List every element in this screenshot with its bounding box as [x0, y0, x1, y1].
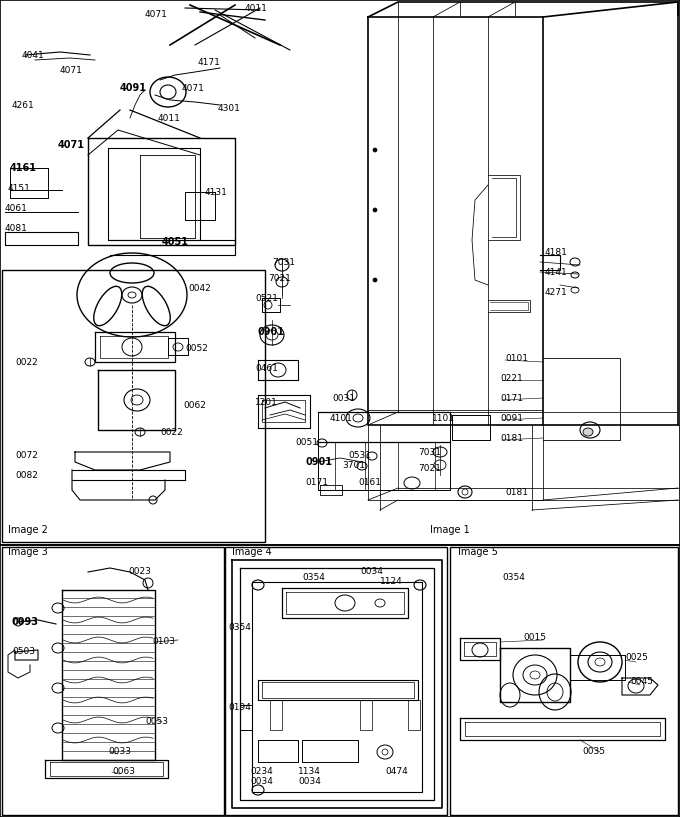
Text: 1201: 1201: [255, 398, 278, 407]
Text: 0901: 0901: [305, 457, 332, 467]
Text: 4151: 4151: [8, 184, 31, 193]
Text: 0053: 0053: [145, 717, 168, 726]
Bar: [225, 547, 447, 815]
Text: 0051: 0051: [295, 437, 318, 447]
Text: 0091: 0091: [500, 413, 523, 422]
Text: 0034: 0034: [360, 568, 383, 577]
Bar: [2, 270, 265, 542]
Text: 0042: 0042: [188, 283, 211, 292]
Text: 0901: 0901: [258, 327, 285, 337]
Text: 0023: 0023: [128, 568, 151, 577]
Text: 0101: 0101: [505, 354, 528, 363]
Text: 0354: 0354: [302, 574, 325, 583]
Text: 0052: 0052: [185, 343, 208, 352]
Text: 7021: 7021: [268, 274, 291, 283]
Text: 0161: 0161: [358, 477, 381, 486]
Text: 0461: 0461: [255, 364, 278, 373]
Ellipse shape: [583, 428, 593, 436]
Text: 4091: 4091: [120, 83, 147, 93]
Text: 0022: 0022: [160, 427, 183, 436]
Bar: [0, 0, 680, 545]
Text: 4301: 4301: [218, 104, 241, 113]
Text: Image 3: Image 3: [8, 547, 48, 557]
Text: 4071: 4071: [60, 65, 83, 74]
Text: 0181: 0181: [500, 434, 523, 443]
Text: 0171: 0171: [305, 477, 328, 486]
Text: 0062: 0062: [183, 400, 206, 409]
Text: 4131: 4131: [205, 187, 228, 197]
Ellipse shape: [373, 208, 377, 212]
Text: 4071: 4071: [145, 10, 168, 19]
Text: 0034: 0034: [250, 778, 273, 787]
Text: 7021: 7021: [418, 463, 441, 472]
Text: Image 4: Image 4: [232, 547, 272, 557]
Text: 0531: 0531: [348, 450, 371, 459]
Text: 0082: 0082: [15, 471, 38, 480]
Text: 7031: 7031: [272, 257, 295, 266]
Text: 4011: 4011: [158, 114, 181, 123]
Text: 0031: 0031: [332, 394, 355, 403]
Text: Image 1: Image 1: [430, 525, 470, 535]
Text: 0045: 0045: [630, 677, 653, 686]
Text: 4041: 4041: [22, 51, 45, 60]
Text: 0033: 0033: [108, 748, 131, 757]
Text: 0015: 0015: [523, 633, 546, 642]
Text: 0354: 0354: [502, 574, 525, 583]
Text: 4181: 4181: [545, 248, 568, 257]
Text: 1134: 1134: [298, 767, 321, 776]
Text: Image 5: Image 5: [458, 547, 498, 557]
Text: 4271: 4271: [545, 288, 568, 297]
Text: 4101: 4101: [330, 413, 353, 422]
Text: 1124: 1124: [380, 578, 403, 587]
Ellipse shape: [373, 148, 377, 152]
Text: 0354: 0354: [228, 623, 251, 632]
Ellipse shape: [373, 278, 377, 282]
Text: 7031: 7031: [418, 448, 441, 457]
Text: 3701: 3701: [342, 461, 365, 470]
Text: 4051: 4051: [162, 237, 189, 247]
Text: 0035: 0035: [582, 748, 605, 757]
Text: 4071: 4071: [182, 83, 205, 92]
Text: 0034: 0034: [298, 778, 321, 787]
Bar: [2, 547, 224, 815]
Bar: [0, 545, 680, 817]
Text: 0221: 0221: [500, 373, 523, 382]
Bar: [450, 547, 678, 815]
Text: 0072: 0072: [15, 450, 38, 459]
Text: 0503: 0503: [12, 648, 35, 657]
Text: 4071: 4071: [58, 140, 85, 150]
Text: 0181: 0181: [505, 488, 528, 497]
Text: 4061: 4061: [5, 203, 28, 212]
Text: 4081: 4081: [5, 224, 28, 233]
Text: 0474: 0474: [385, 767, 408, 776]
Text: 0063: 0063: [112, 767, 135, 776]
Text: 0521: 0521: [255, 293, 278, 302]
Text: 0171: 0171: [500, 394, 523, 403]
Text: 0234: 0234: [250, 767, 273, 776]
Text: 4171: 4171: [198, 57, 221, 66]
Text: Image 2: Image 2: [8, 525, 48, 535]
Text: 4161: 4161: [10, 163, 37, 173]
Text: 4261: 4261: [12, 100, 35, 109]
Text: 4011: 4011: [245, 3, 268, 12]
Text: 0103: 0103: [152, 637, 175, 646]
Text: 0093: 0093: [12, 617, 39, 627]
Text: 0025: 0025: [625, 654, 648, 663]
Text: 0194: 0194: [228, 703, 251, 712]
Text: 1101: 1101: [432, 413, 455, 422]
Text: 4141: 4141: [545, 267, 568, 276]
Text: 0022: 0022: [15, 358, 38, 367]
